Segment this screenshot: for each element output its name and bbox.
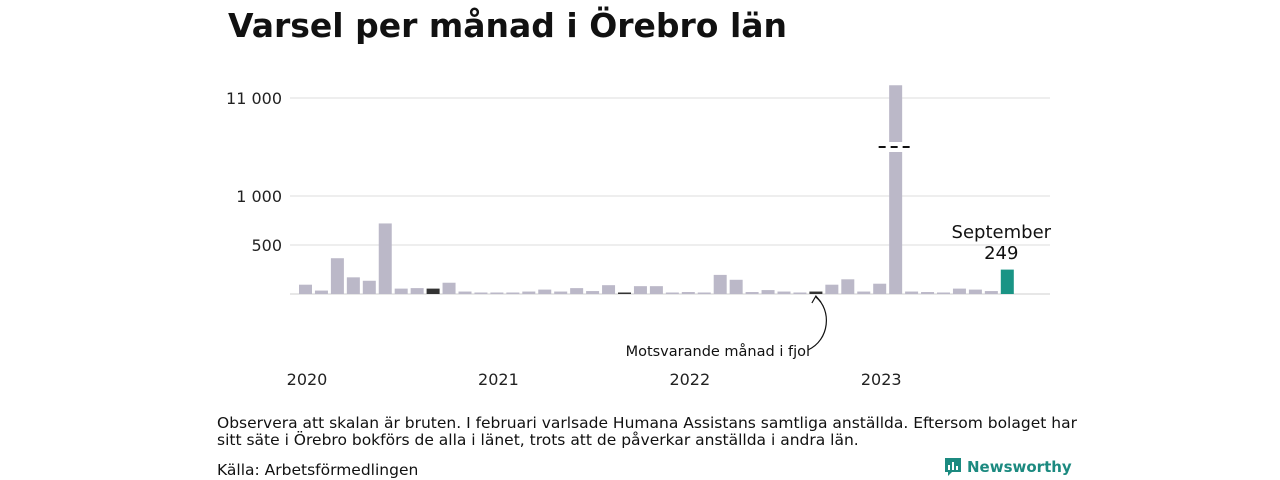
axis-labels: 500 1 000 11 000 2020 2021 2022 2023 (226, 89, 902, 389)
bar (1000, 269, 1014, 294)
bar (570, 288, 584, 294)
bar (889, 85, 903, 294)
bar (506, 292, 520, 294)
bar (937, 292, 950, 294)
bar (968, 289, 982, 294)
bar (474, 292, 488, 294)
bar (442, 282, 456, 294)
chart-icon (945, 458, 961, 476)
y-tick-label: 11 000 (226, 89, 282, 108)
bar (809, 291, 823, 294)
bar (857, 291, 871, 294)
bar (538, 289, 552, 294)
chart-title: Varsel per månad i Örebro län (228, 6, 788, 45)
x-year-label: 2023 (861, 370, 902, 389)
bar (633, 286, 647, 294)
brand-logo: Newsworthy (944, 457, 1072, 477)
bar (314, 290, 328, 294)
bar (984, 291, 998, 294)
annotation-previous-year: Motsvarande månad i fjol (626, 343, 810, 360)
bar (761, 290, 775, 294)
bar (394, 288, 408, 294)
bar (697, 292, 711, 294)
bar (841, 279, 855, 294)
bar (649, 286, 663, 294)
bar (729, 279, 743, 294)
bar (618, 292, 631, 294)
bar (713, 274, 727, 294)
bar (681, 292, 695, 294)
bar (905, 291, 919, 294)
bar (410, 288, 424, 294)
bar (665, 292, 679, 294)
bar (522, 291, 536, 294)
bar (793, 292, 807, 294)
brand-name: Newsworthy (967, 458, 1072, 476)
bar (602, 285, 616, 294)
bar (490, 292, 504, 294)
y-tick-label: 500 (251, 236, 282, 255)
y-tick-label: 1 000 (236, 187, 282, 206)
bar (330, 258, 344, 294)
bar (346, 277, 360, 294)
bar-chart: 500 1 000 11 000 2020 2021 2022 2023 September… (226, 85, 1052, 389)
x-year-label: 2022 (669, 370, 710, 389)
bar (873, 283, 887, 294)
annotation-arrow (807, 296, 827, 351)
source-text: Källa: Arbetsförmedlingen (217, 461, 419, 479)
bar (745, 292, 759, 294)
bar (921, 292, 935, 294)
bar (825, 284, 839, 294)
x-year-label: 2020 (287, 370, 328, 389)
bar (362, 280, 376, 294)
bar (952, 288, 966, 294)
footnote: Observera att skalan är bruten. I februa… (217, 414, 1077, 449)
bar (299, 284, 312, 294)
bar (458, 291, 472, 294)
bars (299, 85, 1014, 294)
gridlines (290, 97, 1050, 295)
bar (777, 291, 791, 294)
bar (586, 291, 600, 294)
annotation-current-value: 249 (984, 243, 1018, 264)
x-year-label: 2021 (478, 370, 519, 389)
annotation-current-month: September (952, 222, 1052, 243)
bar (378, 223, 392, 294)
bar (426, 288, 440, 294)
bar (554, 291, 568, 294)
annotation-arrowhead (811, 294, 822, 304)
